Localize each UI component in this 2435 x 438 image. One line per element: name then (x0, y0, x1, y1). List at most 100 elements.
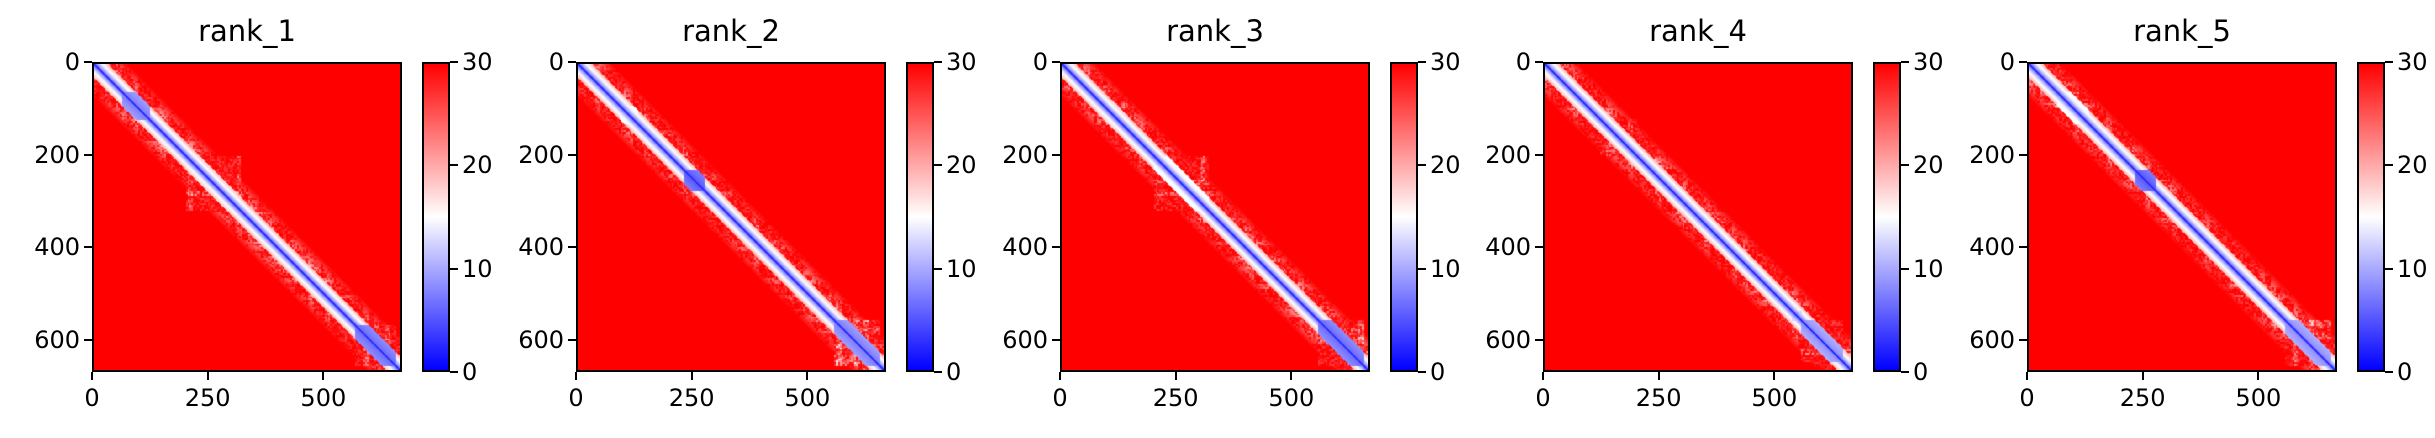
y-tick-label: 200 (1969, 140, 2015, 169)
colorbar-tick-mark (1901, 61, 1909, 63)
y-tick-mark (568, 153, 576, 156)
colorbar-tick-label: 20 (1913, 151, 1944, 180)
colorbar-tick-label: 10 (462, 254, 493, 283)
colorbar-tick-mark (2385, 267, 2393, 270)
colorbar-tick-mark (934, 267, 942, 270)
chart-title: rank_3 (1166, 14, 1264, 48)
x-tick-label: 500 (2235, 384, 2282, 412)
heatmap-plot-area (576, 62, 886, 372)
y-tick-label: 400 (1969, 233, 2015, 262)
y-tick-label: 0 (1515, 48, 1531, 76)
x-tick-mark (1290, 372, 1293, 380)
y-tick-label: 0 (1999, 48, 2015, 76)
y-tick-mark (84, 61, 92, 63)
y-tick-label: 0 (548, 48, 564, 76)
chart-title: rank_1 (198, 14, 296, 48)
colorbar-tick-label: 0 (1913, 358, 1929, 386)
x-tick-label: 250 (1152, 384, 1199, 412)
chart-title: rank_5 (2133, 14, 2231, 48)
colorbar (906, 62, 934, 372)
y-tick-label: 600 (34, 325, 80, 354)
heatmap-cells (1545, 64, 1851, 370)
colorbar-tick-mark (934, 371, 942, 373)
colorbar-tick-label: 30 (946, 48, 977, 76)
x-tick-mark (1773, 372, 1776, 380)
y-tick-mark (1052, 153, 1060, 156)
y-tick-label: 400 (1485, 233, 1531, 262)
colorbar-tick-mark (2385, 164, 2393, 167)
y-tick-mark (1052, 61, 1060, 63)
colorbar-tick-mark (2385, 371, 2393, 373)
colorbar (2357, 62, 2385, 372)
x-tick-label: 0 (568, 384, 584, 412)
colorbar-tick-mark (1901, 164, 1909, 167)
y-tick-mark (2019, 153, 2027, 156)
colorbar-tick-mark (1418, 371, 1426, 373)
colorbar-tick-mark (1418, 267, 1426, 270)
x-tick-label: 0 (84, 384, 100, 412)
colorbar-tick-mark (450, 267, 458, 270)
colorbar-tick-label: 20 (946, 151, 977, 180)
y-tick-mark (1535, 61, 1543, 63)
x-tick-label: 500 (300, 384, 347, 412)
y-tick-mark (84, 153, 92, 156)
y-tick-label: 200 (34, 140, 80, 169)
colorbar-tick-mark (450, 371, 458, 373)
colorbar-tick-label: 10 (1430, 254, 1461, 283)
colorbar-tick-label: 20 (1430, 151, 1461, 180)
chart-title: rank_2 (682, 14, 780, 48)
y-tick-label: 0 (1032, 48, 1048, 76)
colorbar-tick-label: 10 (946, 254, 977, 283)
heatmap-plot-area (92, 62, 402, 372)
colorbar-tick-mark (2385, 61, 2393, 63)
colorbar-tick-mark (1418, 61, 1426, 63)
x-tick-label: 0 (2019, 384, 2035, 412)
y-tick-mark (84, 246, 92, 249)
y-tick-label: 600 (1969, 325, 2015, 354)
y-tick-mark (2019, 338, 2027, 341)
heatmap-plot-area (1543, 62, 1853, 372)
y-tick-mark (84, 338, 92, 341)
heatmap-cells (1062, 64, 1368, 370)
colorbar-tick-label: 30 (462, 48, 493, 76)
x-tick-mark (91, 372, 93, 380)
colorbar-tick-label: 10 (2397, 254, 2428, 283)
x-tick-mark (690, 372, 693, 380)
x-tick-label: 250 (1635, 384, 1682, 412)
x-tick-mark (2141, 372, 2144, 380)
y-tick-mark (1535, 246, 1543, 249)
x-tick-mark (1542, 372, 1544, 380)
colorbar-tick-mark (450, 164, 458, 167)
heatmap-cells (578, 64, 884, 370)
x-tick-mark (322, 372, 325, 380)
heatmap-cells (94, 64, 400, 370)
x-tick-mark (206, 372, 209, 380)
colorbar-tick-label: 0 (1430, 358, 1446, 386)
colorbar-tick-label: 0 (2397, 358, 2413, 386)
colorbar-tick-mark (1901, 267, 1909, 270)
colorbar-tick-mark (450, 61, 458, 63)
y-tick-mark (568, 338, 576, 341)
x-tick-mark (575, 372, 577, 380)
x-tick-mark (1174, 372, 1177, 380)
colorbar-tick-label: 30 (2397, 48, 2428, 76)
y-tick-label: 200 (1485, 140, 1531, 169)
colorbar (422, 62, 450, 372)
heatmap-plot-area (2027, 62, 2337, 372)
colorbar (1873, 62, 1901, 372)
x-tick-mark (1657, 372, 1660, 380)
y-tick-mark (1535, 153, 1543, 156)
y-tick-label: 200 (1002, 140, 1048, 169)
y-tick-label: 200 (518, 140, 564, 169)
y-tick-label: 600 (1485, 325, 1531, 354)
y-tick-mark (2019, 246, 2027, 249)
chart-title: rank_4 (1649, 14, 1747, 48)
colorbar-tick-label: 0 (946, 358, 962, 386)
y-tick-label: 400 (518, 233, 564, 262)
y-tick-mark (568, 61, 576, 63)
heatmap-cells (2029, 64, 2335, 370)
x-tick-label: 500 (1751, 384, 1798, 412)
colorbar-tick-label: 30 (1913, 48, 1944, 76)
x-tick-label: 250 (184, 384, 231, 412)
